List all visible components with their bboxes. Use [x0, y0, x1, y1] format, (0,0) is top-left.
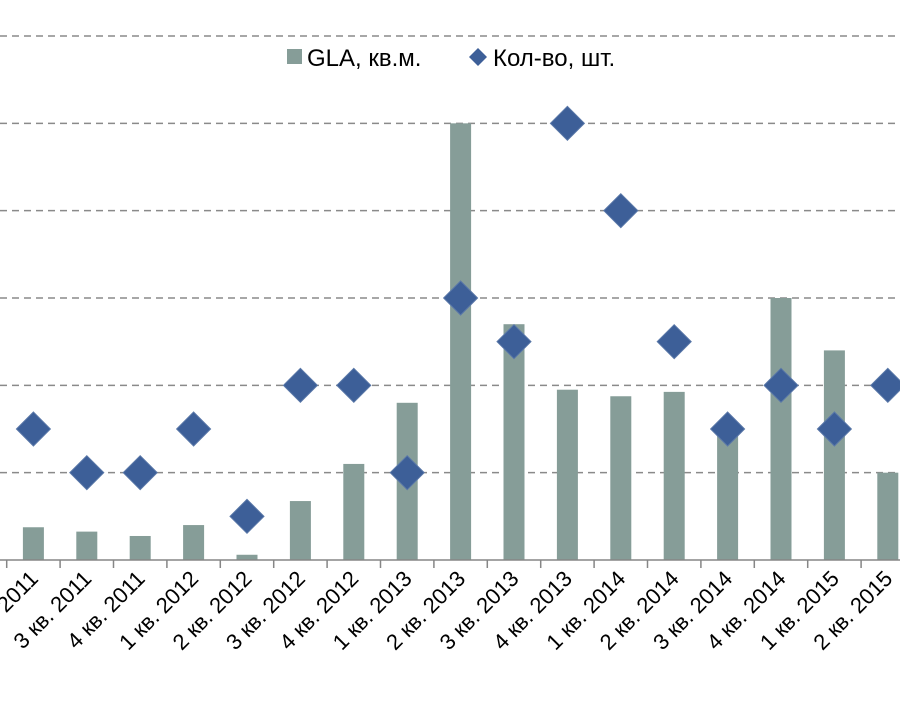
- bar-gla: [770, 298, 792, 560]
- marker-count: [442, 280, 479, 316]
- marker-count: [336, 367, 372, 404]
- legend: GLA, кв.м. Кол-во, шт.: [287, 45, 615, 72]
- bar-gla: [236, 554, 258, 560]
- bar-gla: [76, 531, 98, 560]
- marker-count: [229, 498, 265, 535]
- marker-count: [603, 192, 639, 229]
- bar-gla: [343, 463, 365, 560]
- marker-count: [496, 323, 532, 360]
- marker-count: [69, 454, 105, 491]
- bar-gla: [503, 324, 525, 560]
- bar-gla: [450, 123, 472, 560]
- marker-count: [15, 411, 52, 447]
- bar-gla: [129, 535, 151, 560]
- marker-series: [15, 105, 900, 535]
- legend-swatch-count: [469, 48, 487, 66]
- bar-gla: [717, 431, 739, 560]
- marker-count: [282, 367, 319, 404]
- bar-gla: [22, 527, 44, 560]
- marker-count: [122, 454, 158, 491]
- marker-count: [656, 323, 692, 360]
- marker-count: [549, 105, 586, 142]
- marker-count: [389, 454, 425, 491]
- bar-gla: [289, 501, 311, 560]
- bar-gla: [183, 525, 205, 560]
- bar-gla: [663, 391, 685, 560]
- marker-count: [816, 411, 853, 447]
- bar-gla: [556, 389, 578, 560]
- marker-count: [709, 411, 746, 447]
- x-axis-ticks: [5, 560, 862, 568]
- marker-count: [870, 367, 900, 404]
- legend-swatch-gla: [287, 49, 302, 64]
- marker-count: [175, 411, 212, 447]
- bar-gla: [610, 396, 632, 560]
- marker-count: [763, 367, 799, 404]
- gridlines: [0, 35, 900, 474]
- bar-gla: [877, 472, 899, 560]
- legend-label-count: Кол-во, шт.: [493, 45, 615, 72]
- bar-gla: [823, 350, 845, 560]
- bar-series: [22, 123, 899, 560]
- legend-label-gla: GLA, кв.м.: [307, 45, 421, 72]
